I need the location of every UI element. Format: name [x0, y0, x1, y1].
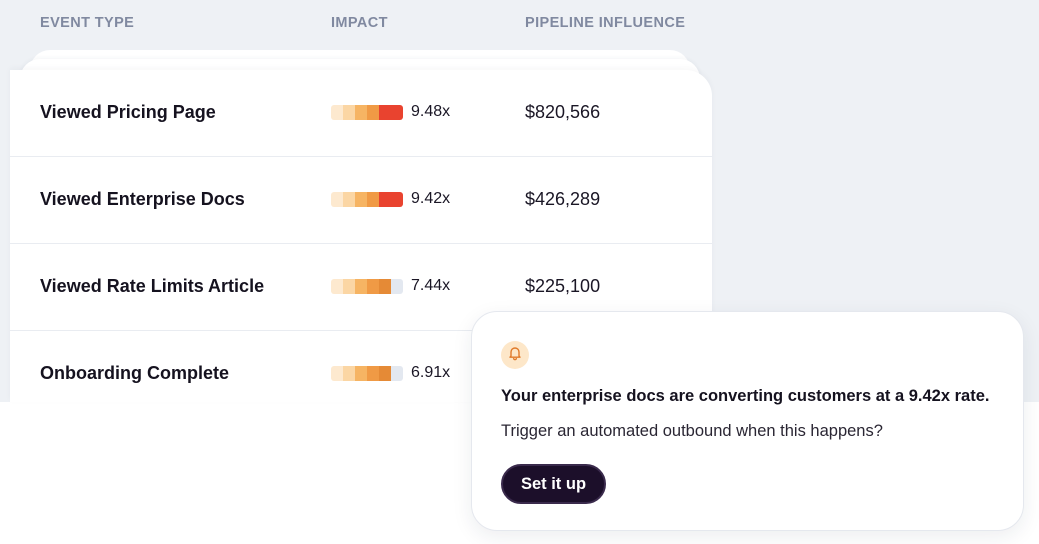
notification-card: Your enterprise docs are converting cust… [471, 311, 1024, 531]
impact-bar-segment [379, 279, 391, 294]
impact-value: 7.44x [411, 277, 451, 294]
impact-bar-segment [379, 192, 391, 207]
impact-bar-segment [331, 192, 343, 207]
impact-bar [331, 192, 403, 207]
column-header-pipeline-influence: PIPELINE INFLUENCE [525, 15, 686, 31]
impact-bar-segment [379, 366, 391, 381]
impact-bar-segment [343, 192, 355, 207]
impact-bar-segment [367, 192, 379, 207]
notification-body: Trigger an automated outbound when this … [501, 422, 883, 440]
table-row[interactable]: Viewed Rate Limits Article 7.44x $225,10… [10, 244, 712, 331]
impact-bar [331, 366, 403, 381]
impact-bar-segment [391, 105, 403, 120]
notification-title: Your enterprise docs are converting cust… [501, 387, 990, 405]
impact-bar-segment [355, 366, 367, 381]
column-header-impact: IMPACT [331, 15, 388, 31]
impact-bar-segment [391, 279, 403, 294]
impact-bar [331, 279, 403, 294]
impact-value: 9.42x [411, 190, 451, 207]
impact-bar-segment [379, 105, 391, 120]
table-row[interactable]: Onboarding Complete 6.91x [10, 331, 712, 402]
impact-bar-segment [391, 192, 403, 207]
impact-bar-segment [367, 366, 379, 381]
impact-bar-segment [355, 279, 367, 294]
event-name: Viewed Rate Limits Article [40, 276, 265, 296]
event-name: Onboarding Complete [40, 363, 229, 383]
table-row[interactable]: Viewed Enterprise Docs 9.42x $426,289 [10, 157, 712, 244]
impact-bar-segment [331, 105, 343, 120]
impact-bar-segment [343, 279, 355, 294]
impact-value: 9.48x [411, 103, 451, 120]
impact-bar-segment [355, 192, 367, 207]
impact-bar-segment [343, 366, 355, 381]
event-name: Viewed Enterprise Docs [40, 189, 245, 209]
impact-bar-segment [343, 105, 355, 120]
set-it-up-button[interactable]: Set it up [501, 464, 606, 504]
impact-bar-segment [391, 366, 403, 381]
impact-value: 6.91x [411, 364, 451, 381]
bell-icon [507, 345, 523, 366]
impact-bar-segment [367, 105, 379, 120]
pipeline-value: $426,289 [525, 189, 601, 209]
column-header-event-type: EVENT TYPE [40, 15, 135, 31]
impact-bar-segment [331, 279, 343, 294]
pipeline-value: $225,100 [525, 276, 601, 296]
impact-bar-segment [331, 366, 343, 381]
impact-bar-segment [355, 105, 367, 120]
event-name: Viewed Pricing Page [40, 102, 216, 122]
table-row[interactable]: Viewed Pricing Page 9.48x $820,566 [10, 70, 712, 157]
bell-badge [501, 341, 529, 369]
impact-bar-segment [367, 279, 379, 294]
impact-bar [331, 105, 403, 120]
pipeline-value: $820,566 [525, 102, 601, 122]
